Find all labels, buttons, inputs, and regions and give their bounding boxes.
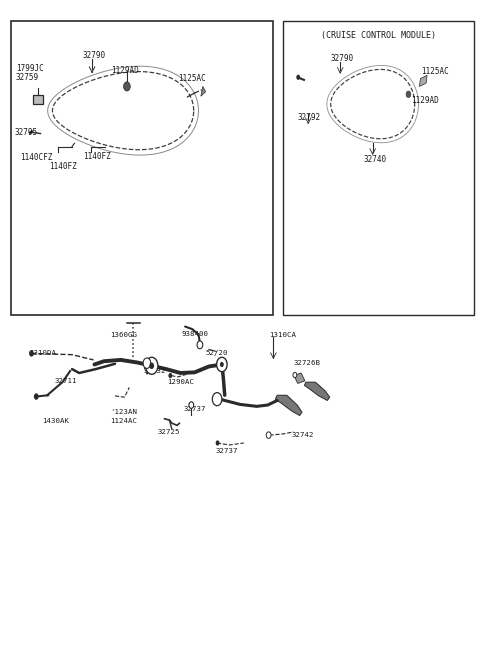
Circle shape (168, 373, 172, 378)
Text: 32740: 32740 (363, 155, 386, 164)
Text: '123AN: '123AN (110, 409, 137, 415)
Circle shape (143, 358, 151, 369)
Circle shape (296, 75, 300, 80)
Circle shape (212, 393, 222, 406)
Text: 32737: 32737 (184, 406, 206, 412)
Polygon shape (201, 87, 205, 97)
Circle shape (149, 363, 154, 369)
Text: 32795: 32795 (15, 127, 38, 137)
Circle shape (406, 91, 411, 97)
Text: 1140CFZ: 1140CFZ (21, 152, 53, 162)
Polygon shape (294, 373, 305, 384)
Text: 1310CA: 1310CA (269, 332, 296, 338)
Text: 1430AK: 1430AK (42, 419, 69, 424)
Text: 1799JC: 1799JC (16, 64, 44, 73)
Bar (283, 21, 474, 315)
Circle shape (216, 440, 219, 445)
Circle shape (34, 394, 38, 400)
Circle shape (29, 350, 34, 357)
Circle shape (293, 373, 297, 378)
Text: 1140FZ: 1140FZ (84, 152, 111, 161)
Text: 32725: 32725 (158, 429, 180, 435)
Text: 32790: 32790 (83, 51, 106, 60)
Text: 1125AC: 1125AC (178, 74, 206, 83)
Text: 1140FZ: 1140FZ (49, 162, 77, 171)
Text: 1125AC: 1125AC (421, 67, 449, 76)
Text: 32790: 32790 (331, 55, 354, 64)
Circle shape (189, 402, 194, 408)
Text: 1290AC: 1290AC (168, 379, 194, 385)
Text: 32732: 32732 (144, 368, 166, 374)
Text: 32726B: 32726B (293, 360, 321, 366)
Bar (11, 21, 274, 315)
Text: 32711: 32711 (55, 378, 77, 384)
Text: 32759: 32759 (16, 73, 39, 81)
Circle shape (266, 432, 271, 438)
Polygon shape (276, 396, 302, 415)
Text: 1310DA: 1310DA (29, 350, 56, 356)
Text: 1124AC: 1124AC (110, 419, 137, 424)
Bar (33, 95, 43, 104)
Polygon shape (420, 76, 427, 87)
Polygon shape (304, 382, 330, 401)
Text: (CRUISE CONTROL MODULE): (CRUISE CONTROL MODULE) (321, 31, 436, 40)
Text: 32737: 32737 (215, 449, 238, 455)
Text: 1129AD: 1129AD (111, 66, 139, 75)
Text: 938400: 938400 (182, 330, 209, 337)
Circle shape (216, 357, 227, 372)
Circle shape (123, 82, 130, 91)
Circle shape (145, 357, 158, 374)
Circle shape (220, 362, 224, 367)
Text: 1129AD: 1129AD (411, 97, 439, 105)
Text: 32792: 32792 (297, 114, 320, 122)
Text: 32742: 32742 (291, 432, 314, 438)
Circle shape (197, 341, 203, 349)
Text: 1360GG: 1360GG (110, 332, 137, 338)
Text: 52/20: 52/20 (205, 350, 228, 356)
